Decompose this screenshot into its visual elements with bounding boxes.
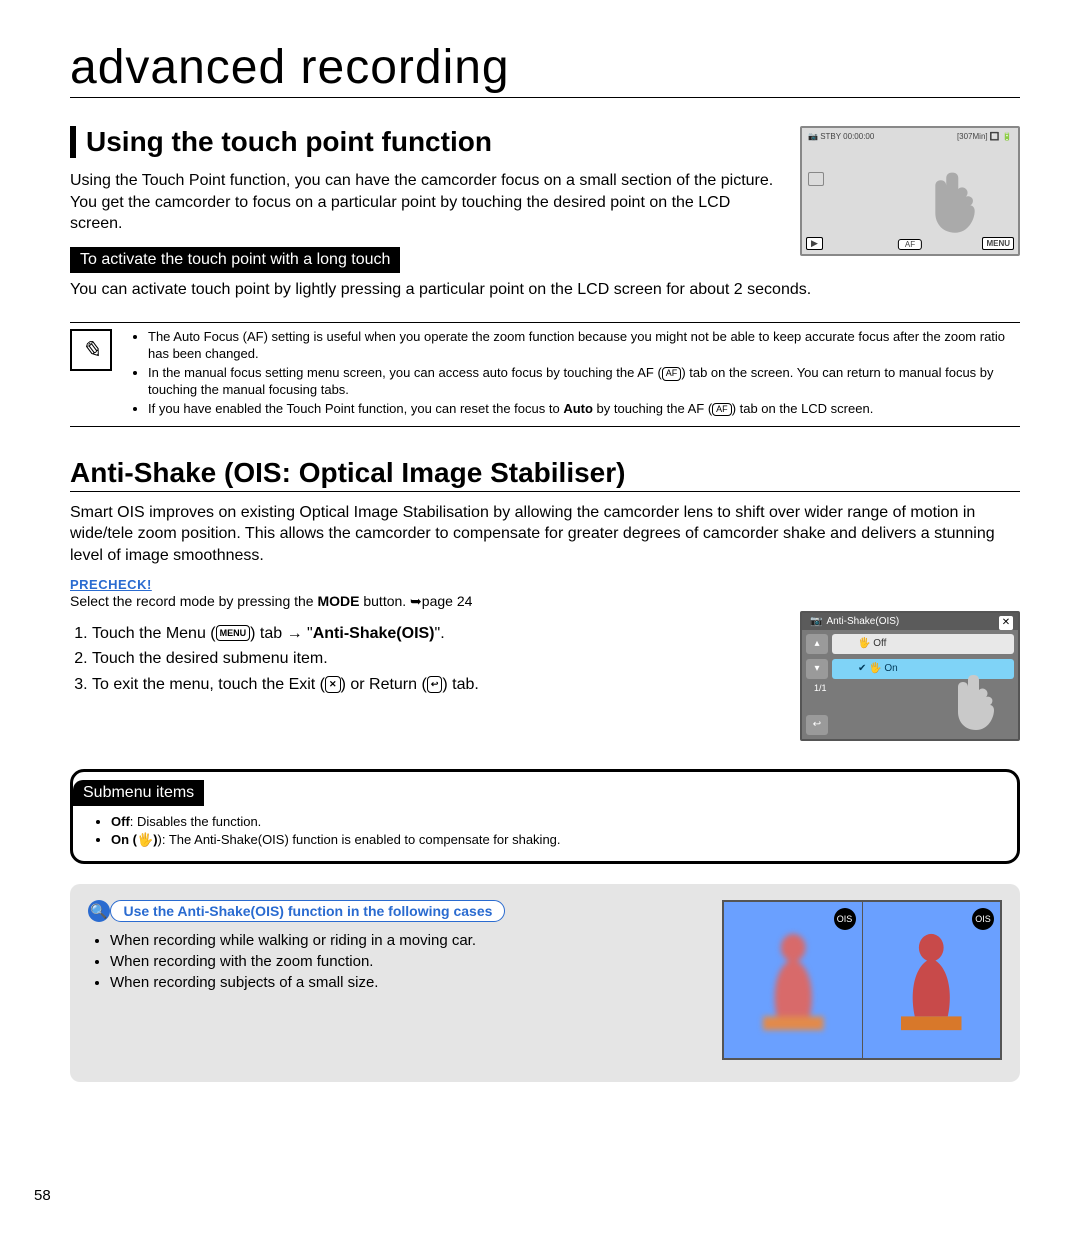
down-arrow-icon: ▾	[806, 659, 828, 679]
up-arrow-icon: ▴	[806, 634, 828, 654]
hand-icon	[920, 166, 990, 236]
ois-comparison-illustration: OIS OIS	[722, 900, 1002, 1060]
menu-button-icon: MENU	[216, 625, 251, 641]
ois-intro: Smart OIS improves on existing Optical I…	[70, 502, 1020, 567]
lcd-touchpoint-illustration: 📷 STBY 00:00:00 [307Min] 🔲 🔋 ▶ AF MENU	[800, 126, 1020, 256]
note-item: In the manual focus setting menu screen,…	[148, 365, 1020, 399]
note-list: The Auto Focus (AF) setting is useful wh…	[126, 329, 1020, 419]
submenu-item: On (🖐)): The Anti-Shake(OIS) function is…	[111, 832, 1001, 849]
af-icon: AF	[712, 403, 732, 417]
chapter-title: advanced recording	[70, 40, 1020, 98]
tip-pill: 🔍 Use the Anti-Shake(OIS) function in th…	[88, 900, 505, 922]
tip-box: OIS OIS 🔍 Use the Anti-Shake(OIS) functi…	[70, 884, 1020, 1082]
section-ois-title: Anti-Shake (OIS: Optical Image Stabilise…	[70, 457, 1020, 492]
submenu-box: Submenu items Off: Disables the function…	[70, 769, 1020, 865]
lcd-menu-illustration: 📷 Anti-Shake(OIS) ✕ ▴ 🖐 Off ▾ ✔ 🖐 On 1/1…	[800, 611, 1020, 741]
activate-body: You can activate touch point by lightly …	[70, 279, 1020, 301]
af-icon: AF	[898, 239, 922, 250]
precheck-text: Select the record mode by pressing the M…	[70, 592, 1020, 611]
play-icon: ▶	[806, 237, 823, 250]
close-icon: ✕	[999, 616, 1013, 630]
menu-icon: MENU	[982, 237, 1014, 250]
return-icon: ↩	[806, 715, 828, 735]
exit-icon: ✕	[325, 676, 341, 692]
menu-option-off: 🖐 Off	[832, 634, 1014, 654]
note-icon: ✎	[70, 329, 112, 371]
ois-badge-icon: OIS	[834, 908, 856, 930]
activate-heading: To activate the touch point with a long …	[70, 247, 400, 273]
af-icon: AF	[662, 367, 682, 381]
note-block: ✎ The Auto Focus (AF) setting is useful …	[70, 322, 1020, 426]
note-item: The Auto Focus (AF) setting is useful wh…	[148, 329, 1020, 363]
return-icon: ↩	[427, 676, 443, 692]
precheck-label: PRECHECK!	[70, 577, 1020, 592]
submenu-heading: Submenu items	[73, 780, 204, 806]
hand-icon	[944, 669, 1008, 733]
note-item: If you have enabled the Touch Point func…	[148, 401, 1020, 418]
page-number: 58	[34, 1187, 51, 1204]
submenu-item: Off: Disables the function.	[111, 814, 1001, 831]
tip-pill-text: Use the Anti-Shake(OIS) function in the …	[110, 900, 505, 922]
menu-page-indicator: 1/1	[814, 683, 827, 693]
search-icon: 🔍	[88, 900, 110, 922]
